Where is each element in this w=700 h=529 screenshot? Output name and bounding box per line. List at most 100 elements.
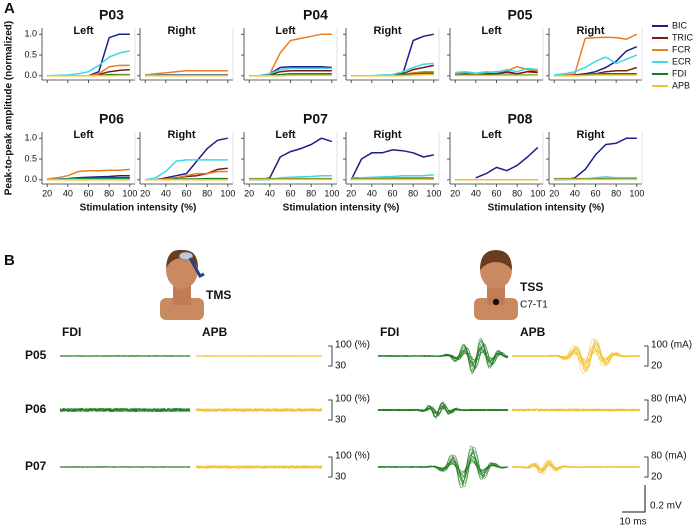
scale-label: 100 (%) (335, 394, 370, 405)
y-axis-label: Peak-to-peak amplitude (normalized) (4, 21, 15, 195)
muscle-label: FDI (380, 325, 399, 339)
series-line (475, 146, 539, 179)
series-line (554, 137, 637, 181)
legend-label: APB (672, 80, 690, 90)
x-tick-label: 20 (346, 188, 356, 198)
participant-label: P06 (25, 402, 47, 416)
x-tick-label: 80 (104, 188, 114, 198)
x-tick-label: 60 (83, 188, 93, 198)
series-line (455, 67, 538, 75)
x-tick-label: 20 (450, 188, 460, 198)
emg-trace (377, 447, 509, 488)
scale-bracket (644, 399, 649, 421)
x-axis-label: Stimulation intensity (%) (283, 203, 400, 214)
scale-label: 20 (651, 472, 663, 483)
scale-bracket (328, 456, 333, 478)
scale-bracket (644, 456, 649, 478)
series-line (47, 33, 130, 77)
participant-label: P07 (25, 459, 47, 473)
x-tick-label: 100 (122, 188, 137, 198)
participant-title: P07 (303, 111, 328, 127)
participant-title: P06 (99, 111, 124, 127)
series-line (249, 137, 333, 181)
x-tick-label: 20 (42, 188, 52, 198)
x-tick-label: 40 (471, 188, 481, 198)
participant-title: P03 (99, 7, 124, 23)
subplot-title: Left (481, 25, 502, 37)
y-tick-label: 1.0 (24, 29, 37, 39)
x-tick-label: 40 (63, 188, 73, 198)
subplot-title: Right (373, 129, 401, 141)
subplot-title: Left (73, 25, 94, 37)
x-tick-label: 100 (629, 188, 644, 198)
series-line (249, 33, 332, 77)
y-tick-label: 0.0 (24, 70, 37, 80)
x-tick-label: 60 (181, 188, 191, 198)
x-tick-label: 40 (367, 188, 377, 198)
x-tick-label: 80 (408, 188, 418, 198)
emg-trace (195, 464, 323, 470)
emg-trace (195, 407, 323, 413)
series-line (351, 33, 434, 77)
y-tick-label: 0.5 (24, 153, 37, 163)
x-tick-label: 60 (491, 188, 501, 198)
x-axis-label: Stimulation intensity (%) (488, 203, 605, 214)
x-tick-label: 100 (426, 188, 441, 198)
y-tick-label: 0.0 (24, 174, 37, 184)
series-line (351, 174, 434, 181)
subplot-title: Left (73, 129, 94, 141)
scale-label: 80 (mA) (651, 451, 687, 462)
scale-bar-label: 10 ms (619, 517, 646, 528)
subplot-title: Right (167, 129, 195, 141)
series-line (350, 149, 434, 181)
x-tick-label: 100 (220, 188, 235, 198)
series-line (554, 74, 637, 77)
emg-trace (59, 407, 191, 413)
scale-label: 20 (651, 415, 663, 426)
method-label: TSS (520, 280, 543, 294)
subplot-title: Right (167, 25, 195, 37)
x-tick-label: 20 (549, 188, 559, 198)
participant-title: P08 (508, 111, 533, 127)
subplot-title: Right (576, 25, 604, 37)
x-tick-label: 60 (387, 188, 397, 198)
y-tick-label: 1.0 (24, 133, 37, 143)
emg-trace (511, 408, 641, 412)
emg-trace (377, 401, 508, 420)
subplot-title: Left (275, 25, 296, 37)
x-tick-label: 20 (140, 188, 150, 198)
series-line (145, 137, 228, 181)
panel-label: A (4, 0, 15, 17)
tss-head-icon (474, 250, 518, 320)
scale-bar-label: 0.2 mV (650, 501, 682, 512)
x-tick-label: 80 (611, 188, 621, 198)
emg-trace (377, 445, 509, 489)
emg-trace (59, 407, 191, 413)
scale-bracket (644, 345, 649, 367)
emg-trace (511, 459, 640, 475)
scale-bar (622, 485, 646, 513)
y-tick-label: 0.5 (24, 49, 37, 59)
series-line (351, 73, 434, 77)
scale-label: 100 (%) (335, 451, 370, 462)
subplot-title: Right (576, 129, 604, 141)
emg-trace (59, 355, 191, 357)
muscle-label: APB (202, 325, 228, 339)
x-tick-label: 80 (512, 188, 522, 198)
legend-label: ECR (672, 56, 692, 66)
legend-label: FDI (672, 68, 687, 78)
x-tick-label: 40 (161, 188, 171, 198)
series-line (47, 168, 130, 180)
series-line (455, 70, 538, 76)
x-tick-label: 80 (306, 188, 316, 198)
x-axis-label: Stimulation intensity (%) (80, 203, 197, 214)
emg-trace (511, 408, 641, 412)
series-line (554, 54, 638, 76)
x-tick-label: 60 (285, 188, 295, 198)
emg-trace (195, 464, 323, 469)
subplot-title: Right (373, 25, 401, 37)
scale-label: 30 (335, 415, 347, 426)
scale-label: 100 (%) (335, 340, 370, 351)
scale-label: 30 (335, 361, 347, 372)
